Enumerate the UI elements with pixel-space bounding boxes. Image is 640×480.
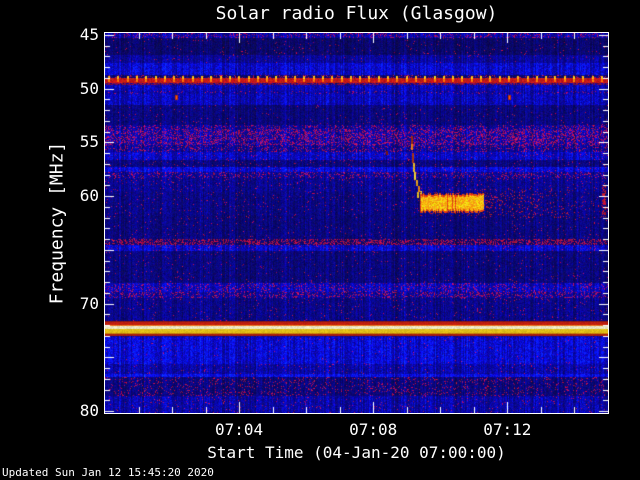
x-tick-label-4: 07:04 bbox=[215, 420, 264, 439]
y-tick-label-70: 70 bbox=[79, 293, 99, 313]
y-tick-label-45: 45 bbox=[79, 25, 99, 44]
x-tick-label-12: 07:12 bbox=[483, 420, 532, 439]
y-tick-label-55: 55 bbox=[79, 132, 99, 152]
x-axis-label: Start Time (04-Jan-20 07:00:00) bbox=[207, 443, 506, 462]
page-title: Solar radio Flux (Glasgow) bbox=[215, 3, 498, 24]
updated-timestamp: Updated Sun Jan 12 15:45:20 2020 bbox=[2, 466, 214, 479]
x-tick-label-8: 07:08 bbox=[349, 420, 398, 439]
y-tick-label-50: 50 bbox=[79, 78, 99, 98]
y-tick-label-80: 80 bbox=[79, 401, 99, 421]
spectrogram-canvas bbox=[104, 32, 609, 414]
y-axis-label: Frequency [MHz] bbox=[46, 141, 68, 305]
y-tick-label-60: 60 bbox=[79, 186, 99, 206]
